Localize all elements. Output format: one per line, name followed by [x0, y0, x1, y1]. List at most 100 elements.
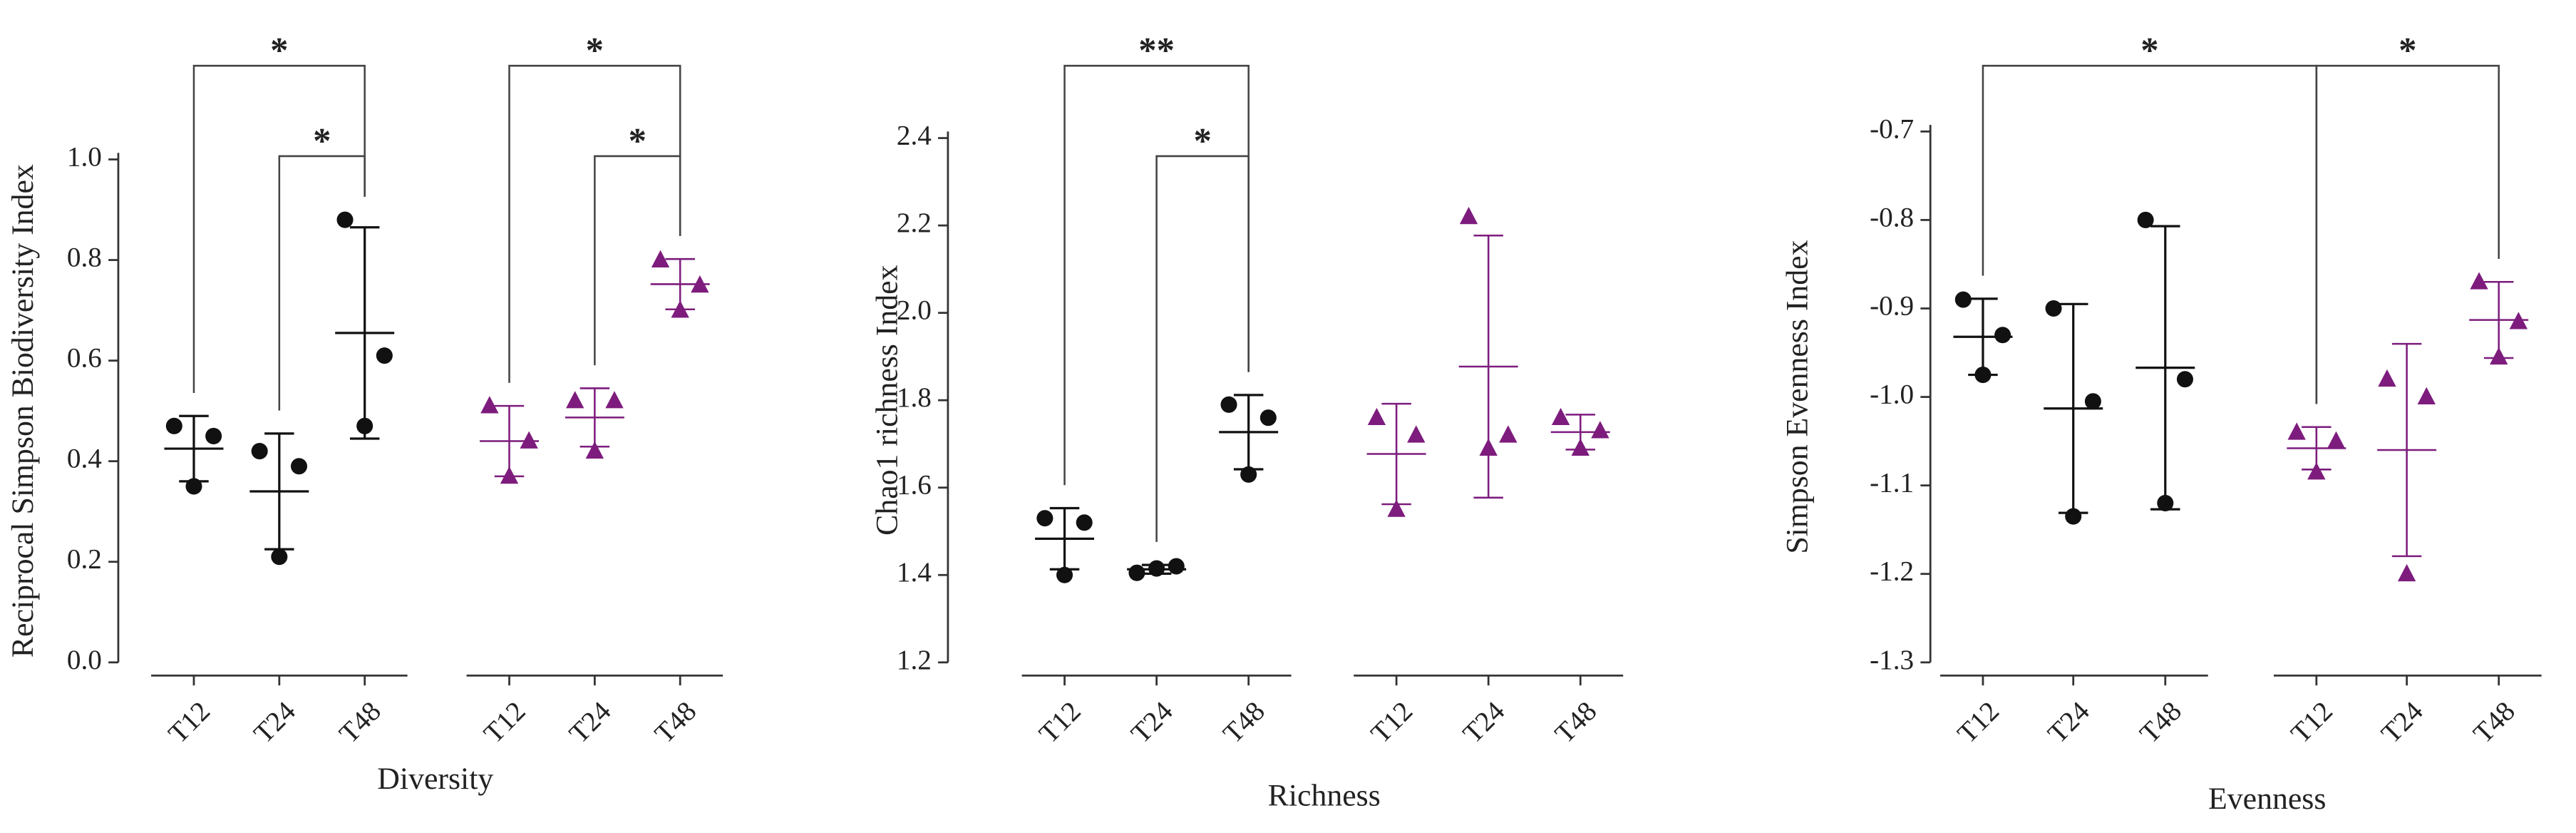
point: [566, 391, 584, 409]
y-tick-label: -1.1: [1870, 468, 1914, 499]
x-tick-label: T48: [334, 696, 387, 750]
x-tick-label: T48: [2134, 696, 2188, 750]
point: [185, 478, 202, 495]
point: [2417, 387, 2436, 404]
y-tick-label: -0.9: [1870, 290, 1914, 321]
significance-label: *: [313, 121, 331, 160]
point: [1240, 466, 1257, 483]
x-tick-label: T24: [1125, 696, 1179, 750]
y-tick-label: -1.2: [1870, 556, 1914, 587]
significance-bracket: [594, 155, 681, 366]
chart: 1.2 1.4 1.6 1.8 2.0 2.2 2.4 Chao1 richness Inde…: [870, 31, 1624, 812]
point: [500, 466, 519, 484]
y-tick-label: 0.8: [67, 242, 102, 273]
point: [2509, 312, 2528, 329]
point: [1974, 367, 1992, 384]
point: [2378, 369, 2396, 387]
significance-bracket: [1982, 64, 2318, 404]
point: [585, 441, 604, 459]
chart: 0.0 0.2 0.4 0.6 0.8 1.0 Reciprocal Simpson Bio…: [6, 31, 723, 796]
x-tick-label: T12: [163, 696, 216, 750]
y-axis-title: Chao1 richness Index: [870, 265, 904, 535]
point: [1571, 438, 1590, 456]
significance-label: *: [270, 31, 288, 71]
x-tick-label: T12: [1365, 696, 1418, 750]
point: [2489, 347, 2508, 365]
x-tick-label: T24: [248, 696, 302, 750]
point: [2084, 393, 2101, 410]
point: [1387, 499, 1406, 517]
point: [1479, 438, 1498, 456]
point: [251, 443, 268, 460]
x-tick-label: T48: [1549, 696, 1602, 750]
point: [376, 347, 393, 364]
x-tick-label: T24: [2042, 696, 2096, 750]
y-tick-label: 1.8: [897, 382, 932, 413]
x-tick-label: T24: [2376, 696, 2429, 750]
point: [1591, 421, 1609, 439]
x-axis-title: Evenness: [2208, 782, 2326, 816]
x-tick-label: T12: [478, 696, 532, 750]
point: [2307, 462, 2326, 480]
point: [1036, 510, 1053, 527]
significance-bracket: [2315, 64, 2500, 404]
point: [671, 300, 689, 318]
point: [2137, 211, 2154, 228]
point: [651, 250, 670, 267]
y-tick-label: 1.0: [67, 142, 102, 173]
significance-label: *: [1193, 121, 1211, 160]
point: [2327, 431, 2346, 449]
x-tick-label: T24: [1457, 696, 1510, 750]
x-tick-label: T48: [1217, 696, 1271, 750]
point: [356, 417, 373, 434]
point: [1168, 558, 1185, 575]
point: [290, 458, 308, 475]
y-tick-label: -0.7: [1870, 113, 1914, 144]
x-tick-label: T48: [2468, 696, 2521, 750]
point: [480, 396, 499, 414]
point: [271, 548, 288, 566]
point: [1076, 514, 1093, 531]
significance-bracket: [278, 155, 366, 411]
point: [2287, 422, 2306, 440]
point: [2397, 563, 2416, 582]
x-axis-title: Diversity: [377, 762, 493, 796]
point: [1459, 207, 1478, 225]
point: [605, 391, 624, 409]
x-tick-label: T12: [1034, 696, 1087, 750]
point: [1220, 396, 1237, 413]
y-tick-label: 2.4: [897, 121, 932, 151]
point: [1551, 407, 1570, 426]
x-axis-title: Richness: [1268, 778, 1381, 812]
point: [520, 431, 538, 449]
y-tick-label: 1.4: [897, 557, 932, 588]
y-tick-label: 2.2: [897, 208, 932, 238]
x-tick-label: T48: [649, 696, 702, 750]
y-tick-label: 0.4: [67, 444, 102, 474]
point: [1056, 566, 1073, 583]
point: [2470, 272, 2488, 290]
point: [2157, 494, 2174, 511]
chart: -1.3 -1.2 -1.1 -1.0 -0.9 -0.8 -0.7 Simpson Even…: [1780, 31, 2542, 816]
significance-label: *: [629, 121, 646, 160]
point: [165, 417, 182, 434]
point: [1259, 409, 1277, 426]
x-tick-label: T24: [563, 696, 617, 750]
point: [336, 211, 354, 228]
y-tick-label: -0.8: [1870, 202, 1914, 232]
point: [2045, 300, 2062, 317]
y-axis-title: Simpson Evenness Index: [1780, 240, 1814, 553]
significance-bracket: [192, 64, 366, 393]
y-tick-label: 0.0: [67, 645, 102, 675]
y-tick-label: 1.6: [897, 470, 932, 501]
significance-label: *: [586, 31, 604, 71]
significance-label: **: [1138, 31, 1175, 71]
y-tick-label: -1.3: [1870, 645, 1914, 675]
significance-bracket: [508, 64, 681, 383]
point: [1499, 425, 1518, 443]
point: [1128, 564, 1145, 581]
point: [2176, 371, 2193, 388]
y-axis-title: Reciprocal Simpson Biodiversity Index: [6, 164, 40, 658]
point: [691, 275, 709, 293]
